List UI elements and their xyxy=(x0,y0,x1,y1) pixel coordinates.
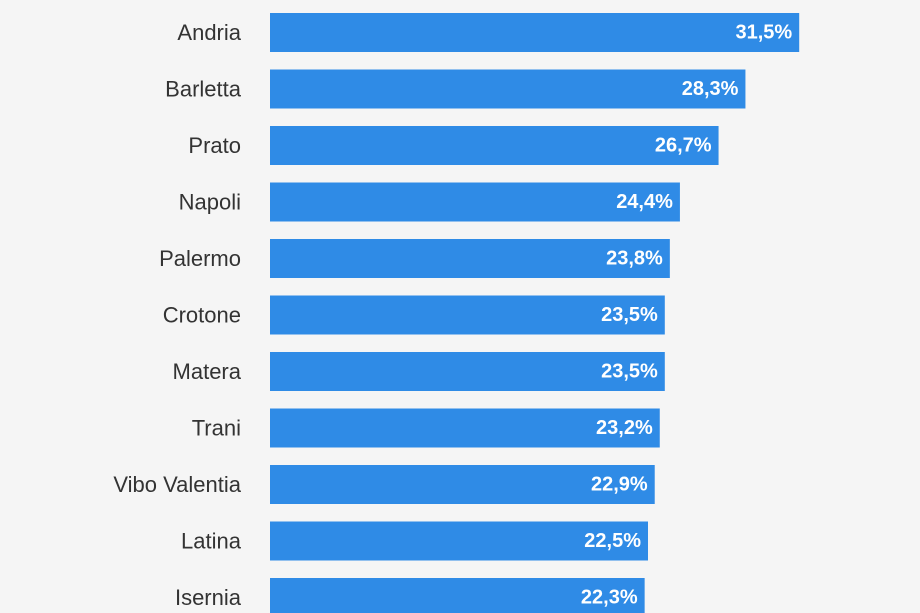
bar-row: Isernia 22,3% xyxy=(175,578,645,613)
value-label: 22,3% xyxy=(581,587,638,609)
value-label: 23,5% xyxy=(601,361,658,383)
value-label: 23,5% xyxy=(601,304,658,326)
bar xyxy=(270,295,665,335)
bar-row: Crotone 23,5% xyxy=(163,295,665,335)
category-label: Napoli xyxy=(179,190,241,215)
bar-row: Prato 26,7% xyxy=(188,126,719,165)
bar xyxy=(270,126,719,165)
category-label: Isernia xyxy=(175,585,242,610)
category-label: Matera xyxy=(173,359,242,384)
category-label: Crotone xyxy=(163,303,241,328)
bar-row: Barletta 28,3% xyxy=(165,69,746,109)
bar xyxy=(270,521,648,561)
category-label: Prato xyxy=(188,133,241,158)
category-label: Barletta xyxy=(165,77,242,102)
value-label: 22,9% xyxy=(591,474,648,496)
value-label: 22,5% xyxy=(584,530,641,552)
value-label: 24,4% xyxy=(616,191,673,213)
bar-row: Napoli 24,4% xyxy=(179,182,680,222)
category-label: Andria xyxy=(177,20,241,45)
category-label: Vibo Valentia xyxy=(113,472,241,497)
bar xyxy=(270,13,800,52)
bar-row: Latina 22,5% xyxy=(181,521,648,561)
bar xyxy=(270,352,665,391)
bar-row: Palermo 23,8% xyxy=(159,239,670,278)
bar xyxy=(270,239,670,278)
bar-row: Trani 23,2% xyxy=(192,408,660,448)
category-label: Palermo xyxy=(159,246,241,271)
bar xyxy=(270,578,645,613)
value-label: 26,7% xyxy=(655,135,712,157)
bar xyxy=(270,69,746,109)
bar-row: Matera 23,5% xyxy=(173,352,665,391)
value-label: 31,5% xyxy=(735,22,792,44)
bar xyxy=(270,465,655,504)
bar-row: Vibo Valentia 22,9% xyxy=(113,465,655,504)
value-label: 28,3% xyxy=(682,78,739,100)
category-label: Trani xyxy=(192,416,241,441)
bar xyxy=(270,408,660,448)
category-label: Latina xyxy=(181,529,242,554)
value-label: 23,2% xyxy=(596,417,653,439)
bar-row: Andria 31,5% xyxy=(177,13,800,52)
value-label: 23,8% xyxy=(606,248,663,270)
bar xyxy=(270,182,680,222)
